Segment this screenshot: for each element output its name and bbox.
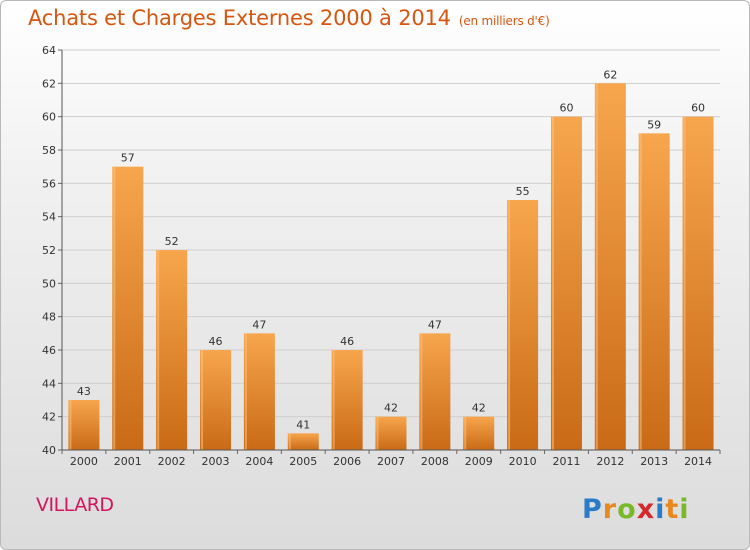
data-label: 41 [296,418,310,431]
chart-title-text: Achats et Charges Externes 2000 à 2014 [28,6,451,30]
data-label: 55 [516,185,530,198]
bar-highlight [420,333,423,450]
bar-highlight [639,133,642,451]
bar [112,166,144,450]
data-label: 60 [691,102,705,115]
bar [68,400,100,450]
data-label: 47 [252,318,266,331]
proxiti-logo: Proxiti [582,494,690,525]
x-tick-label: 2009 [465,455,493,468]
x-tick-label: 2006 [333,455,361,468]
x-tick-label: 2002 [158,455,186,468]
place-name: VILLARD [36,494,114,516]
bars: 43 57 52 46 47 41 46 42 47 42 55 60 62 59 60 [68,68,714,451]
y-tick-label: 46 [42,344,56,357]
bar-highlight [683,116,686,451]
bar [200,350,232,450]
bar-highlight [508,200,511,450]
bar [638,133,670,451]
data-label: 60 [559,102,573,115]
x-tick-label: 2005 [289,455,317,468]
bar-highlight [376,416,379,450]
bar-highlight [551,116,554,451]
bar [682,116,714,451]
bar-highlight [157,250,160,450]
y-tick-label: 54 [42,211,56,224]
bar [243,333,275,450]
data-label: 42 [384,402,398,415]
bar-highlight [113,166,116,450]
y-tick-label: 48 [42,311,56,324]
bar [375,416,407,450]
y-tick-label: 50 [42,277,56,290]
chart-unit: (en milliers d'€) [458,14,550,28]
svg-text:Proxiti: Proxiti [582,494,690,525]
chart-title: Achats et Charges Externes 2000 à 2014 (e… [28,6,550,30]
x-tick-label: 2003 [202,455,230,468]
data-label: 43 [77,385,91,398]
x-tick-label: 2004 [245,455,273,468]
y-tick-label: 40 [42,444,56,457]
y-tick-label: 64 [42,44,56,57]
y-tick-label: 60 [42,111,56,124]
bar-highlight [201,350,204,450]
y-tick-label: 56 [42,177,56,190]
bar-highlight [464,416,467,450]
bar-highlight [288,433,291,450]
axes: 40 42 44 46 48 50 52 54 56 58 60 62 64 2000 2001 2002 20… [42,44,721,468]
data-label: 46 [209,335,223,348]
y-tick-label: 52 [42,244,56,257]
y-tick-label: 62 [42,77,56,90]
x-tick-label: 2011 [552,455,580,468]
bar [594,83,626,450]
x-tick-label: 2013 [640,455,668,468]
data-label: 42 [472,402,486,415]
data-label: 46 [340,335,354,348]
y-tick-label: 58 [42,144,56,157]
x-tick-label: 2001 [114,455,142,468]
bar [156,250,188,450]
x-tick-label: 2012 [596,455,624,468]
bar [507,200,539,450]
bar [550,116,582,451]
data-label: 62 [603,68,617,81]
x-tick-label: 2000 [70,455,98,468]
x-tick-label: 2007 [377,455,405,468]
data-label: 52 [165,235,179,248]
bar [287,433,319,450]
data-label: 57 [121,152,135,165]
bar [463,416,495,450]
bar [331,350,363,450]
x-tick-label: 2008 [421,455,449,468]
bar [419,333,451,450]
bar-highlight [244,333,247,450]
x-tick-label: 2014 [684,455,712,468]
data-label: 59 [647,118,661,131]
bar-highlight [332,350,335,450]
y-tick-label: 44 [42,377,56,390]
y-tick-label: 42 [42,411,56,424]
data-label: 47 [428,318,442,331]
bar-highlight [69,400,72,450]
x-tick-label: 2010 [509,455,537,468]
bar-highlight [595,83,598,450]
